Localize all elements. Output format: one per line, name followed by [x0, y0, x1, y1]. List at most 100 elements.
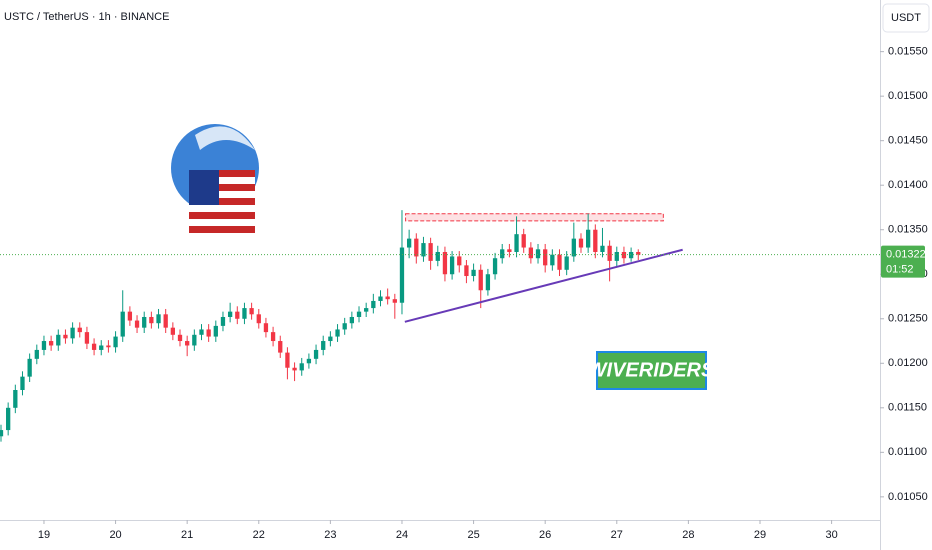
candle-body — [242, 308, 247, 319]
candle-body — [543, 249, 548, 266]
candle-body — [528, 247, 534, 259]
candle-body — [0, 430, 4, 437]
y-tick-label: 0.01500 — [888, 90, 928, 102]
candle-body — [428, 243, 433, 261]
candle-body — [593, 229, 598, 252]
candle-body — [485, 274, 491, 291]
candle-body — [77, 327, 82, 333]
candle-body — [163, 314, 168, 328]
x-tick-label: 24 — [396, 529, 408, 541]
candle-body — [192, 334, 197, 346]
x-tick-label: 21 — [181, 529, 193, 541]
candle-body — [149, 316, 154, 324]
candle-body — [127, 311, 133, 321]
candle-body — [313, 349, 319, 359]
x-tick-label: 20 — [109, 529, 121, 541]
candle-body — [399, 247, 405, 303]
y-tick-label: 0.01350 — [888, 224, 928, 236]
candle-body — [349, 316, 355, 324]
candle-body — [235, 311, 240, 319]
x-tick-label: 27 — [611, 529, 623, 541]
y-tick-label: 0.01400 — [888, 179, 928, 191]
y-tick-label: 0.01050 — [888, 491, 928, 503]
candle-body — [113, 336, 118, 348]
candle-body — [557, 254, 562, 270]
candle-body — [607, 245, 612, 261]
candle-body — [492, 258, 498, 275]
logo-shine — [195, 126, 255, 150]
candle-body — [478, 269, 483, 291]
candle-body — [378, 296, 383, 301]
candle-body — [249, 308, 254, 315]
x-tick-label: 29 — [754, 529, 766, 541]
x-tick-label: 23 — [324, 529, 336, 541]
resistance-zone — [405, 213, 664, 222]
candle-body — [48, 341, 54, 346]
candle-body — [256, 314, 261, 324]
candle-body — [27, 358, 32, 377]
candle-body — [134, 320, 140, 328]
candle-body — [356, 311, 362, 317]
y-tick-label: 0.01150 — [888, 402, 927, 414]
candle-body — [464, 265, 469, 277]
candle-body — [213, 325, 218, 337]
y-axis-label: USDT — [891, 12, 921, 24]
unit-box[interactable] — [882, 3, 930, 33]
candle-body — [342, 323, 347, 330]
candle-body — [156, 314, 161, 324]
candle-body — [142, 316, 147, 328]
candle-body — [199, 329, 204, 335]
y-tick-label: 0.01450 — [888, 135, 928, 147]
candle-body — [442, 251, 448, 275]
candle-body — [614, 251, 619, 261]
candle-body — [278, 341, 283, 353]
candle-body — [56, 334, 61, 346]
watermark: WIVERIDERS — [588, 359, 715, 381]
candle-body — [13, 390, 18, 408]
candle-body — [385, 296, 390, 300]
candle-body — [292, 367, 297, 371]
candle-body — [435, 251, 440, 261]
candle-body — [70, 327, 75, 339]
candle-body — [371, 300, 376, 309]
candle-body — [20, 376, 25, 390]
candle-body — [91, 343, 97, 350]
x-tick-label: 22 — [253, 529, 265, 541]
flag-stripe — [189, 170, 255, 177]
candle-body — [421, 243, 426, 257]
candle-body — [571, 238, 576, 257]
candle-body — [621, 251, 627, 259]
flag-stripe — [189, 184, 255, 191]
candle-body — [507, 249, 512, 252]
candle-body — [535, 249, 541, 259]
candle-body — [628, 251, 634, 259]
candle-body — [285, 352, 290, 368]
candle-body — [578, 238, 584, 248]
candle-body — [414, 238, 419, 257]
candle-body — [306, 358, 312, 364]
candle-body — [521, 234, 526, 248]
logo — [171, 124, 259, 236]
candle-body — [6, 407, 11, 431]
last-price-box — [881, 245, 925, 278]
candle-body — [299, 363, 304, 371]
flag-stripe — [189, 212, 255, 219]
flag-stripe — [189, 226, 255, 233]
candle-body — [514, 234, 519, 252]
x-tick-label: 25 — [467, 529, 479, 541]
candle-body — [328, 336, 333, 342]
candle-body — [84, 332, 90, 344]
x-tick-label: 26 — [539, 529, 551, 541]
candle-body — [636, 251, 641, 255]
candle-body — [206, 329, 211, 337]
candle-body — [457, 256, 462, 266]
candle-body — [227, 311, 233, 317]
candle-body — [99, 345, 104, 350]
flag-stripe — [189, 198, 255, 205]
x-tick-label: 19 — [38, 529, 50, 541]
trendline — [404, 248, 683, 323]
y-tick-label: 0.01200 — [888, 357, 928, 369]
candle-body — [177, 334, 183, 342]
last-price-label: 0.01322 — [886, 249, 926, 261]
x-tick-label: 30 — [825, 529, 837, 541]
